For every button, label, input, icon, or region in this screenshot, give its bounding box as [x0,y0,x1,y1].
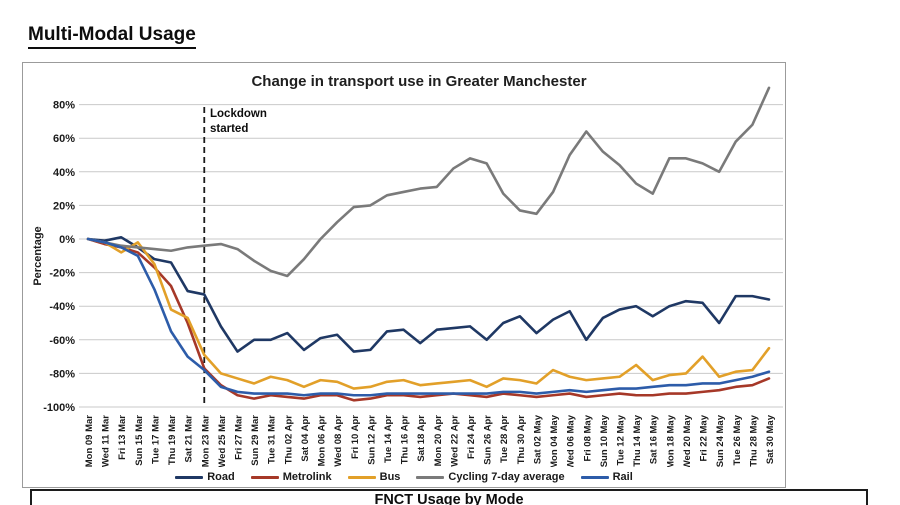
chart-legend: Road Metrolink Bus Cycling 7-day average Rai… [23,471,785,483]
x-tick-label: Mon 20 Apr [433,415,444,467]
x-tick-label: Sun 24 May [715,414,726,467]
x-tick-label: Wed 22 Apr [449,415,460,467]
y-tick-label: 0% [59,234,75,246]
y-tick-label: -40% [49,301,75,313]
x-tick-label: Wed 08 Apr [333,415,344,467]
x-tick-label: Wed 25 Mar [217,415,228,467]
x-tick-label: Sun 15 Mar [134,415,145,466]
x-tick-label: Thu 19 Mar [167,415,178,465]
legend-item-rail: Rail [580,471,633,483]
x-tick-label: Fri 08 May [582,414,593,461]
x-tick-label: Thu 14 May [632,414,643,466]
x-tick-label: Tue 12 May [616,414,627,465]
x-tick-label: Thu 02 Apr [283,415,294,465]
y-tick-label: 60% [53,133,75,145]
x-tick-label: Sat 02 May [532,414,543,464]
series-line-road [86,236,771,353]
series-line-rail [86,237,771,397]
x-tick-label: Fri 13 Mar [117,415,128,460]
page-heading: Multi-Modal Usage [28,24,196,49]
legend-item-cycling-7-day-average: Cycling 7-day average [416,471,565,483]
series-line-metrolink [86,237,771,402]
x-tick-label: Sun 26 Apr [483,415,494,465]
lockdown-annotation: Lockdown started [210,108,267,135]
x-tick-label: Sat 16 May [649,414,660,464]
x-tick-label: Fri 22 May [699,414,710,461]
x-tick-label: Sat 18 Apr [416,415,427,462]
x-tick-label: Wed 20 May [682,414,693,467]
x-tick-label: Fri 24 Apr [466,415,477,459]
chart-plot-area: 80% 60% 40% 20% 0% -20% -40% -60% -80% -100% Mon 0… [43,86,783,467]
x-tick-label: Tue 31 Mar [267,415,278,464]
legend-item-bus: Bus [347,471,401,483]
x-tick-label: Fri 27 Mar [233,415,244,460]
legend-swatch [416,475,445,479]
x-tick-label: Sun 10 May [599,414,610,467]
legend-label: Road [207,471,235,483]
x-tick-label: Tue 26 May [732,414,743,465]
y-tick-label: -20% [49,268,75,280]
legend-item-metrolink: Metrolink [250,471,332,483]
x-tick-label: Wed 11 Mar [101,415,112,467]
series-line-bus [86,237,771,390]
transport-usage-chart: Change in transport use in Greater Manch… [22,62,786,488]
legend-label: Metrolink [282,471,332,483]
x-tick-label: Mon 18 May [665,414,676,467]
y-tick-label: 80% [53,100,75,112]
legend-label: Cycling 7-day average [448,471,565,483]
next-section-title: FNCT Usage by Mode [374,492,524,505]
x-tick-label: Mon 23 Mar [200,415,211,467]
series-line-cycling-7-day-average [86,86,771,278]
legend-item-road: Road [175,471,235,483]
x-tick-label: Sun 29 Mar [250,415,261,466]
y-tick-label: 40% [53,167,75,179]
x-tick-label: Fri 10 Apr [350,415,361,459]
x-tick-label: Sat 30 May [765,414,776,464]
x-tick-label: Sun 12 Apr [366,415,377,465]
legend-swatch [580,475,609,479]
legend-label: Bus [379,471,401,483]
chart-title: Change in transport use in Greater Manch… [251,73,587,90]
x-tick-label: Sat 21 Mar [184,415,195,463]
x-tick-label: Thu 30 Apr [516,415,527,465]
x-tick-label: Mon 09 Mar [84,415,95,467]
y-tick-label: 20% [53,200,75,212]
x-tick-label: Tue 28 Apr [499,415,510,463]
next-section-box: FNCT Usage by Mode [30,489,868,505]
x-tick-label: Mon 04 May [549,414,560,467]
y-tick-label: -80% [49,368,75,380]
legend-swatch [175,475,204,479]
y-tick-label: -60% [49,335,75,347]
x-tick-label: Tue 14 Apr [383,415,394,463]
legend-label: Rail [612,471,633,483]
x-tick-label: Mon 06 Apr [317,415,328,467]
legend-swatch [347,475,376,479]
y-tick-label: -100% [43,402,75,414]
x-tick-label: Sat 04 Apr [300,415,311,462]
x-tick-label: Wed 06 May [566,414,577,467]
x-tick-label: Tue 17 Mar [150,415,161,464]
legend-swatch [250,475,279,479]
x-tick-label: Thu 28 May [748,414,759,466]
x-tick-label: Thu 16 Apr [400,415,411,465]
